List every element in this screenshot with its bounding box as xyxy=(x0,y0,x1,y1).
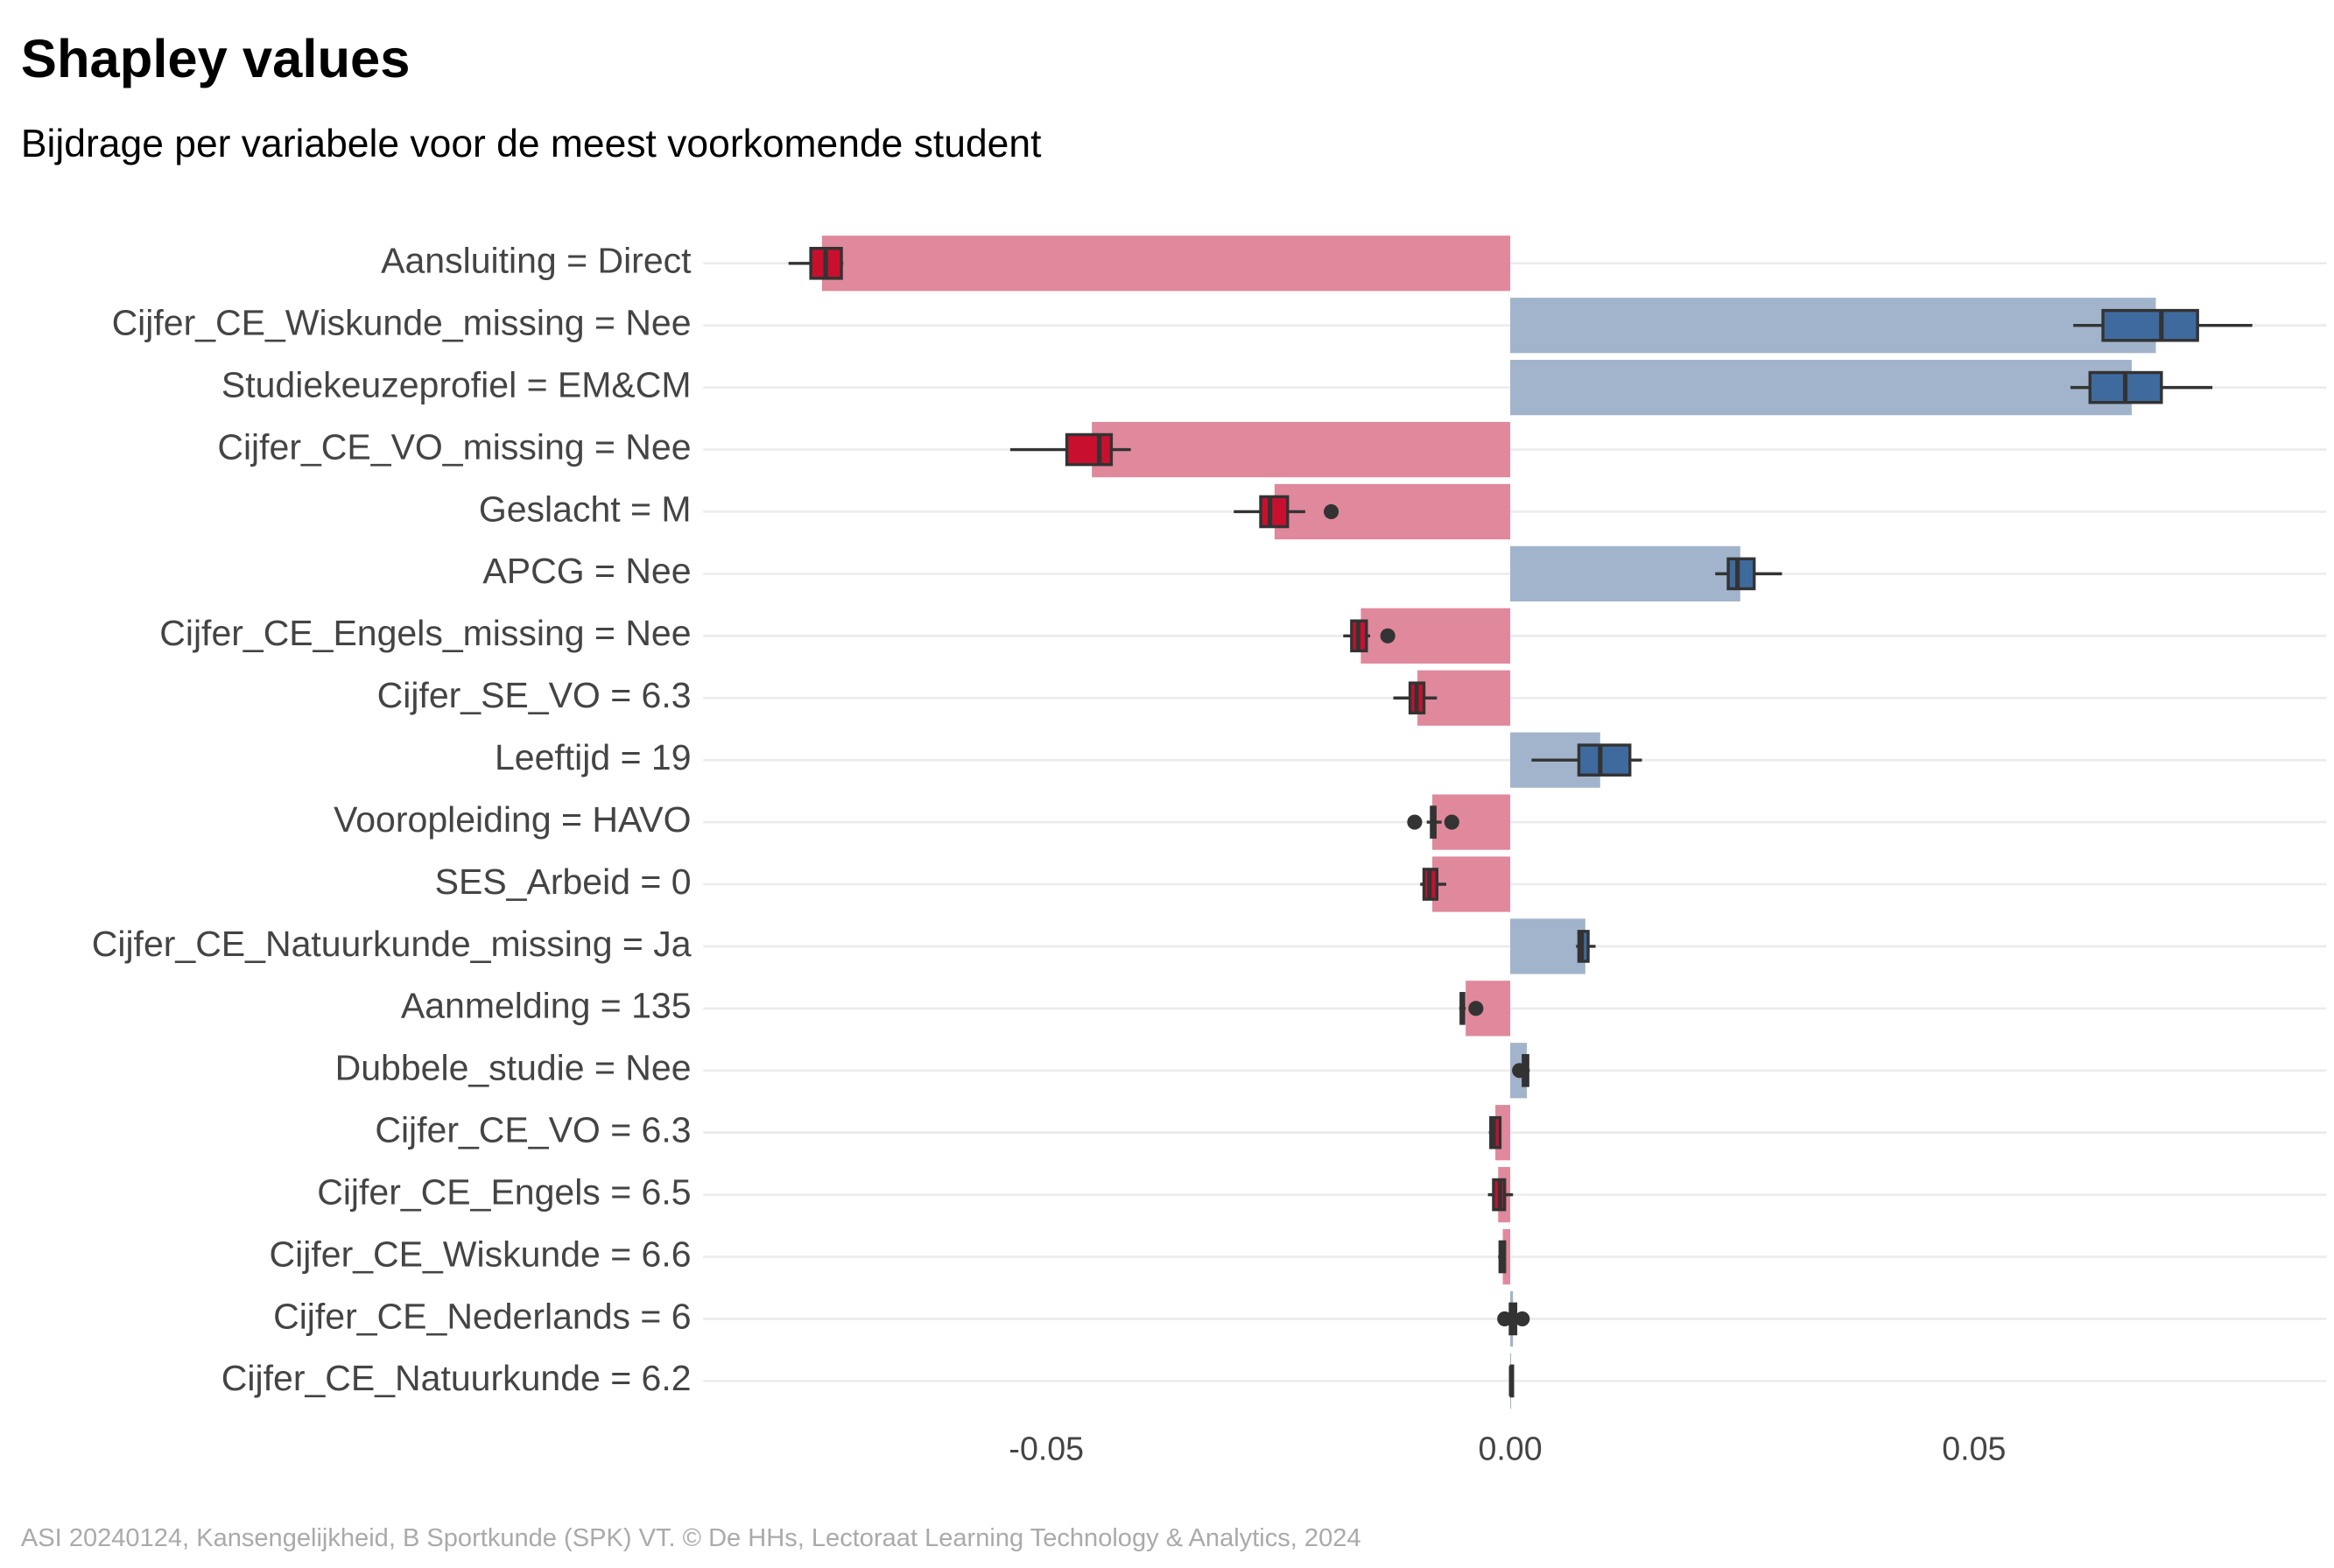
box xyxy=(2101,308,2199,342)
y-tick-label: Geslacht = M xyxy=(479,489,692,529)
y-tick-label: SES_Arbeid = 0 xyxy=(435,861,692,902)
x-tick-label: 0.00 xyxy=(1478,1431,1542,1467)
outlier xyxy=(1515,1311,1530,1327)
outlier xyxy=(1468,1001,1484,1016)
outlier xyxy=(1444,814,1459,830)
y-tick-label: Leeftijd = 19 xyxy=(495,737,692,777)
y-tick-label: Dubbele_studie = Nee xyxy=(335,1048,692,1088)
outlier xyxy=(1323,503,1339,520)
chart-title: Shapley values xyxy=(21,29,411,89)
y-tick-label: APCG = Nee xyxy=(482,551,691,591)
bar xyxy=(1274,483,1511,540)
chart-subtitle: Bijdrage per variabele voor de meest voo… xyxy=(21,123,1042,165)
bar xyxy=(1510,545,1740,602)
outlier xyxy=(1512,1063,1528,1079)
outlier xyxy=(1407,814,1423,830)
y-tick-label: Cijfer_CE_VO = 6.3 xyxy=(375,1110,691,1150)
bar xyxy=(1432,794,1511,850)
y-tick-label: Cijfer_CE_Wiskunde = 6.6 xyxy=(270,1234,692,1274)
y-tick-label: Cijfer_CE_Natuurkunde = 6.2 xyxy=(221,1358,692,1398)
chart-caption: ASI 20240124, Kansengelijkheid, B Sportk… xyxy=(21,1524,1361,1552)
outlier xyxy=(1380,628,1395,643)
y-tick-label: Cijfer_CE_Wiskunde_missing = Nee xyxy=(112,303,692,343)
y-tick-label: Cijfer_CE_Natuurkunde_missing = Ja xyxy=(92,924,692,964)
bar xyxy=(1502,1228,1511,1285)
box xyxy=(1577,743,1632,777)
outlier xyxy=(1497,1311,1513,1327)
x-tick-label: 0.05 xyxy=(1942,1431,2006,1467)
box xyxy=(1726,557,1756,591)
box xyxy=(1065,432,1114,467)
bar xyxy=(1092,421,1511,478)
y-tick-label: Cijfer_CE_Engels_missing = Nee xyxy=(159,613,691,653)
bar xyxy=(1510,918,1585,974)
y-tick-label: Cijfer_CE_Nederlands = 6 xyxy=(273,1296,691,1336)
y-tick-label: Vooropleiding = HAVO xyxy=(334,799,691,840)
y-tick-label: Aansluiting = Direct xyxy=(381,241,692,281)
bar xyxy=(1510,360,2132,416)
y-tick-label: Studiekeuzeprofiel = EM&CM xyxy=(221,364,692,404)
y-tick-label: Aanmelding = 135 xyxy=(401,986,692,1026)
bar xyxy=(821,236,1511,292)
y-tick-label: Cijfer_CE_Engels = 6.5 xyxy=(317,1171,691,1212)
y-tick-label: Cijfer_CE_VO_missing = Nee xyxy=(217,426,691,467)
x-tick-label: -0.05 xyxy=(1009,1431,1084,1467)
bar xyxy=(1510,298,2156,354)
box xyxy=(1259,495,1290,529)
y-tick-label: Cijfer_SE_VO = 6.3 xyxy=(377,675,692,715)
